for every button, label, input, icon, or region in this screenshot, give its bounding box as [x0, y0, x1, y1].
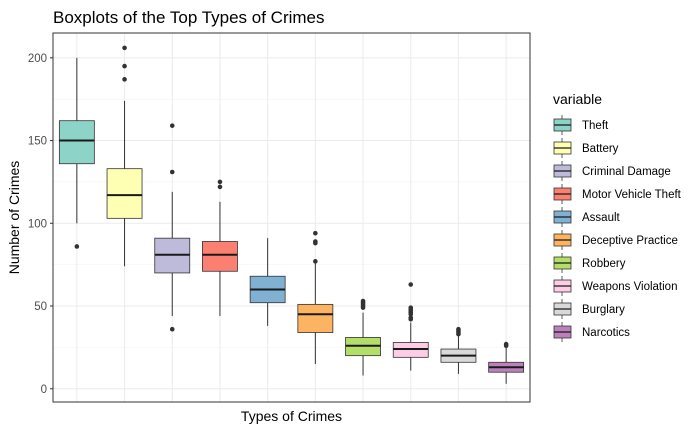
box-deceptive-practice [297, 230, 334, 364]
legend-item: Criminal Damage [553, 161, 671, 181]
y-axis-title: Number of Crimes [6, 161, 22, 275]
y-tick-label: 0 [41, 384, 47, 396]
outlier-point [217, 184, 223, 190]
legend-item: Weapons Violation [553, 276, 677, 296]
box-iqr [202, 241, 238, 272]
box-theft [58, 57, 95, 249]
outlier-point [122, 77, 127, 82]
outlier-point [313, 240, 318, 246]
outlier-point [408, 316, 414, 322]
box-iqr [297, 303, 334, 333]
x-axis-title: Types of Crimes [241, 408, 342, 424]
boxes [58, 45, 525, 384]
legend-item: Battery [553, 138, 619, 158]
legend-label: Theft [582, 120, 609, 132]
box-weapons-violation [392, 282, 429, 371]
box-narcotics [488, 341, 525, 384]
box-iqr [106, 168, 143, 219]
legend-label: Narcotics [582, 327, 630, 339]
box-burglary [440, 326, 477, 374]
y-tick-label: 100 [28, 218, 47, 230]
outlier-point [360, 305, 366, 310]
legend-title: variable [553, 91, 602, 107]
y-tick-label: 150 [28, 136, 47, 148]
legend-label: Deceptive Practice [582, 235, 678, 247]
outlier-point [169, 326, 175, 332]
outlier-point [122, 45, 127, 51]
outlier-point [217, 179, 223, 185]
legend-label: Burglary [582, 304, 625, 316]
legend: variable Theft Battery Criminal Damage Moto… [553, 91, 682, 342]
legend-label: Assault [582, 212, 621, 224]
outlier-point [456, 331, 461, 337]
box-robbery [345, 298, 381, 376]
box-battery [106, 45, 143, 267]
outlier-point [313, 230, 318, 236]
outlier-point [169, 169, 175, 175]
outlier-point [74, 244, 80, 249]
outlier-point [122, 63, 127, 69]
legend-item: Assault [553, 207, 621, 227]
y-tick-label: 200 [28, 53, 47, 65]
outlier-point [313, 259, 318, 264]
legend-label: Battery [582, 143, 619, 155]
outlier-point [169, 123, 175, 128]
legend-item: Motor Vehicle Theft [553, 184, 682, 204]
y-axis-ticks: 0 50 100 150 200 [28, 53, 53, 396]
legend-label: Criminal Damage [582, 166, 671, 178]
legend-item: Burglary [553, 299, 625, 319]
legend-item: Narcotics [553, 322, 630, 342]
outlier-point [408, 282, 414, 287]
box-iqr [58, 120, 95, 165]
y-tick-label: 50 [34, 301, 47, 313]
outlier-point [503, 343, 509, 349]
box-criminal-damage [154, 123, 191, 332]
legend-item: Theft [553, 115, 609, 135]
legend-item: Deceptive Practice [553, 230, 678, 250]
legend-label: Motor Vehicle Theft [582, 189, 682, 201]
box-motor-vehicle-theft [202, 179, 238, 316]
box-assault [249, 238, 286, 326]
legend-label: Robbery [582, 258, 626, 270]
outlier-point [408, 312, 414, 317]
chart-title: Boxplots of the Top Types of Crimes [53, 8, 325, 27]
legend-item: Robbery [553, 253, 626, 273]
legend-label: Weapons Violation [582, 281, 677, 293]
plot-panel-border [52, 32, 531, 403]
